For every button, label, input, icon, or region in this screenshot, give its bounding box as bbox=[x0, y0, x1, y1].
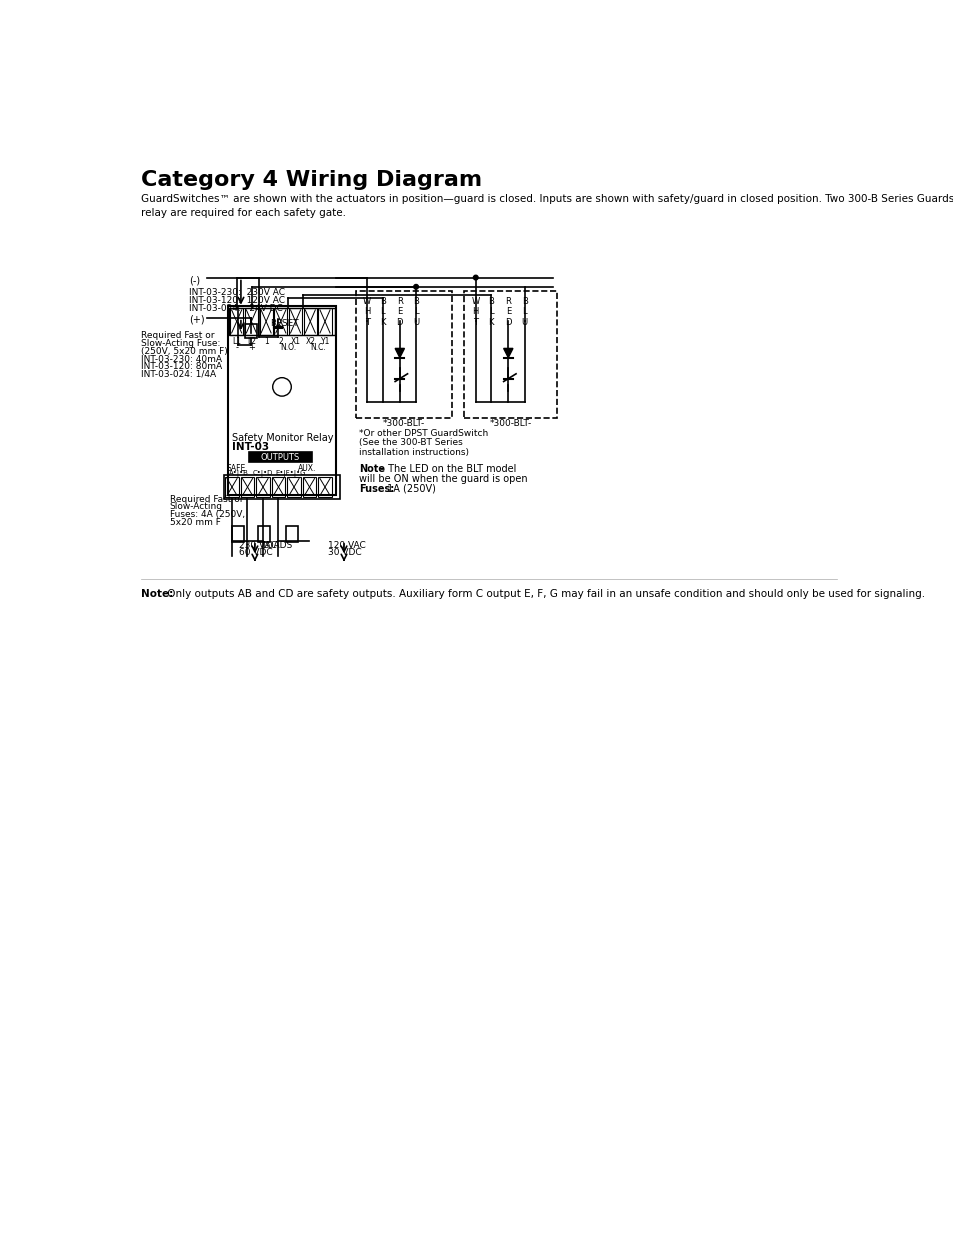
Text: R
E
D: R E D bbox=[396, 296, 402, 326]
Text: +: + bbox=[248, 343, 255, 352]
Text: Slow-Acting Fuse:: Slow-Acting Fuse: bbox=[141, 340, 220, 348]
Text: RESET: RESET bbox=[270, 319, 298, 329]
Text: E•|F•|•G: E•|F•|•G bbox=[274, 471, 305, 477]
Text: -: - bbox=[235, 343, 238, 352]
Bar bbox=[303, 309, 316, 335]
Text: B
L
U: B L U bbox=[413, 296, 418, 326]
Text: R
E
D: R E D bbox=[504, 296, 511, 326]
Text: Note:: Note: bbox=[141, 589, 173, 599]
Bar bbox=[229, 308, 335, 336]
Bar bbox=[228, 306, 335, 495]
Text: 120 VAC: 120 VAC bbox=[328, 541, 366, 550]
Bar bbox=[318, 309, 332, 335]
Text: N.O.: N.O. bbox=[280, 343, 296, 352]
Text: L2: L2 bbox=[247, 337, 256, 346]
Text: A•|•B: A•|•B bbox=[229, 471, 248, 477]
Text: Only outputs AB and CD are safety outputs. Auxiliary form C output E, F, G may f: Only outputs AB and CD are safety output… bbox=[164, 589, 924, 599]
Text: Y1: Y1 bbox=[320, 337, 330, 346]
Bar bbox=[287, 477, 300, 496]
Bar bbox=[232, 526, 244, 542]
Bar bbox=[286, 526, 298, 542]
Circle shape bbox=[414, 284, 418, 289]
Bar bbox=[289, 309, 302, 335]
Text: INT-03-120: 80mA: INT-03-120: 80mA bbox=[141, 362, 222, 372]
Text: INT-03: INT-03 bbox=[232, 442, 269, 452]
Text: B
L
K: B L K bbox=[379, 296, 385, 326]
Bar bbox=[249, 452, 312, 462]
Text: 30 VDC: 30 VDC bbox=[328, 548, 362, 557]
Bar bbox=[274, 309, 287, 335]
Text: INT-03-230:  230V AC: INT-03-230: 230V AC bbox=[189, 288, 285, 298]
Text: Required Fast or: Required Fast or bbox=[141, 331, 214, 341]
Text: LOADS: LOADS bbox=[262, 541, 293, 550]
Text: Slow-Acting: Slow-Acting bbox=[170, 503, 222, 511]
Bar bbox=[230, 309, 243, 335]
Bar bbox=[245, 324, 257, 337]
Text: – The LED on the BLT model: – The LED on the BLT model bbox=[376, 464, 516, 474]
Bar bbox=[318, 477, 332, 496]
Text: 1: 1 bbox=[264, 337, 269, 346]
Bar bbox=[272, 477, 285, 496]
Bar bbox=[464, 290, 557, 417]
Text: Safety Monitor Relay: Safety Monitor Relay bbox=[232, 433, 333, 443]
Text: L1: L1 bbox=[233, 337, 241, 346]
Text: B
L
U: B L U bbox=[521, 296, 527, 326]
Text: (See the 300-BT Series: (See the 300-BT Series bbox=[359, 438, 463, 447]
Text: 5x20 mm F: 5x20 mm F bbox=[170, 517, 220, 527]
Text: Note: Note bbox=[359, 464, 385, 474]
Text: (-): (-) bbox=[189, 275, 200, 285]
Text: (+): (+) bbox=[189, 315, 204, 325]
Bar bbox=[259, 309, 273, 335]
Bar bbox=[245, 309, 257, 335]
Text: B
L
K: B L K bbox=[488, 296, 494, 326]
Text: *Or other DPST GuardSwitch: *Or other DPST GuardSwitch bbox=[359, 430, 488, 438]
Text: INT-03-024:   24V DC: INT-03-024: 24V DC bbox=[189, 304, 282, 312]
Text: Category 4 Wiring Diagram: Category 4 Wiring Diagram bbox=[141, 169, 481, 190]
Bar bbox=[355, 290, 452, 417]
Bar bbox=[225, 477, 238, 496]
Text: (250V, 5x20 mm F): (250V, 5x20 mm F) bbox=[141, 347, 228, 356]
Text: INT-03-024: 1/4A: INT-03-024: 1/4A bbox=[141, 370, 215, 379]
Text: N.C.: N.C. bbox=[310, 343, 325, 352]
Text: GuardSwitches™ are shown with the actuators in position—guard is closed. Inputs : GuardSwitches™ are shown with the actuat… bbox=[141, 194, 953, 219]
Text: X1: X1 bbox=[291, 337, 300, 346]
Text: AUX.: AUX. bbox=[298, 464, 316, 473]
Text: Fuses: 4A (250V,: Fuses: 4A (250V, bbox=[170, 510, 245, 519]
Text: SAFE: SAFE bbox=[227, 464, 246, 473]
Polygon shape bbox=[503, 348, 513, 358]
Text: Fuses:: Fuses: bbox=[359, 484, 395, 494]
Text: *300-BLT-: *300-BLT- bbox=[382, 419, 424, 429]
Circle shape bbox=[473, 275, 477, 280]
Text: Required Fast or: Required Fast or bbox=[170, 495, 243, 504]
Text: C•|•D: C•|•D bbox=[253, 471, 273, 477]
Bar bbox=[224, 475, 340, 499]
Text: W
H
T: W H T bbox=[363, 296, 371, 326]
Text: will be ON when the guard is open: will be ON when the guard is open bbox=[359, 474, 528, 484]
Text: 2: 2 bbox=[278, 337, 283, 346]
Bar bbox=[241, 477, 253, 496]
Bar bbox=[257, 526, 270, 542]
Polygon shape bbox=[395, 348, 404, 358]
Text: 230 VAC: 230 VAC bbox=[239, 541, 276, 550]
Bar bbox=[256, 477, 270, 496]
Text: INT-03-230: 40mA: INT-03-230: 40mA bbox=[141, 354, 222, 363]
Text: 1A (250V): 1A (250V) bbox=[384, 484, 436, 494]
Text: X2: X2 bbox=[305, 337, 315, 346]
Text: *300-BLT-: *300-BLT- bbox=[489, 419, 531, 429]
Text: installation instructions): installation instructions) bbox=[359, 448, 469, 457]
Text: W
H
T: W H T bbox=[471, 296, 479, 326]
Text: 60 VDC: 60 VDC bbox=[239, 548, 273, 557]
Bar bbox=[303, 477, 315, 496]
Text: OUTPUTS: OUTPUTS bbox=[260, 453, 300, 462]
Text: INT-03-120:  120V AC: INT-03-120: 120V AC bbox=[189, 296, 285, 305]
